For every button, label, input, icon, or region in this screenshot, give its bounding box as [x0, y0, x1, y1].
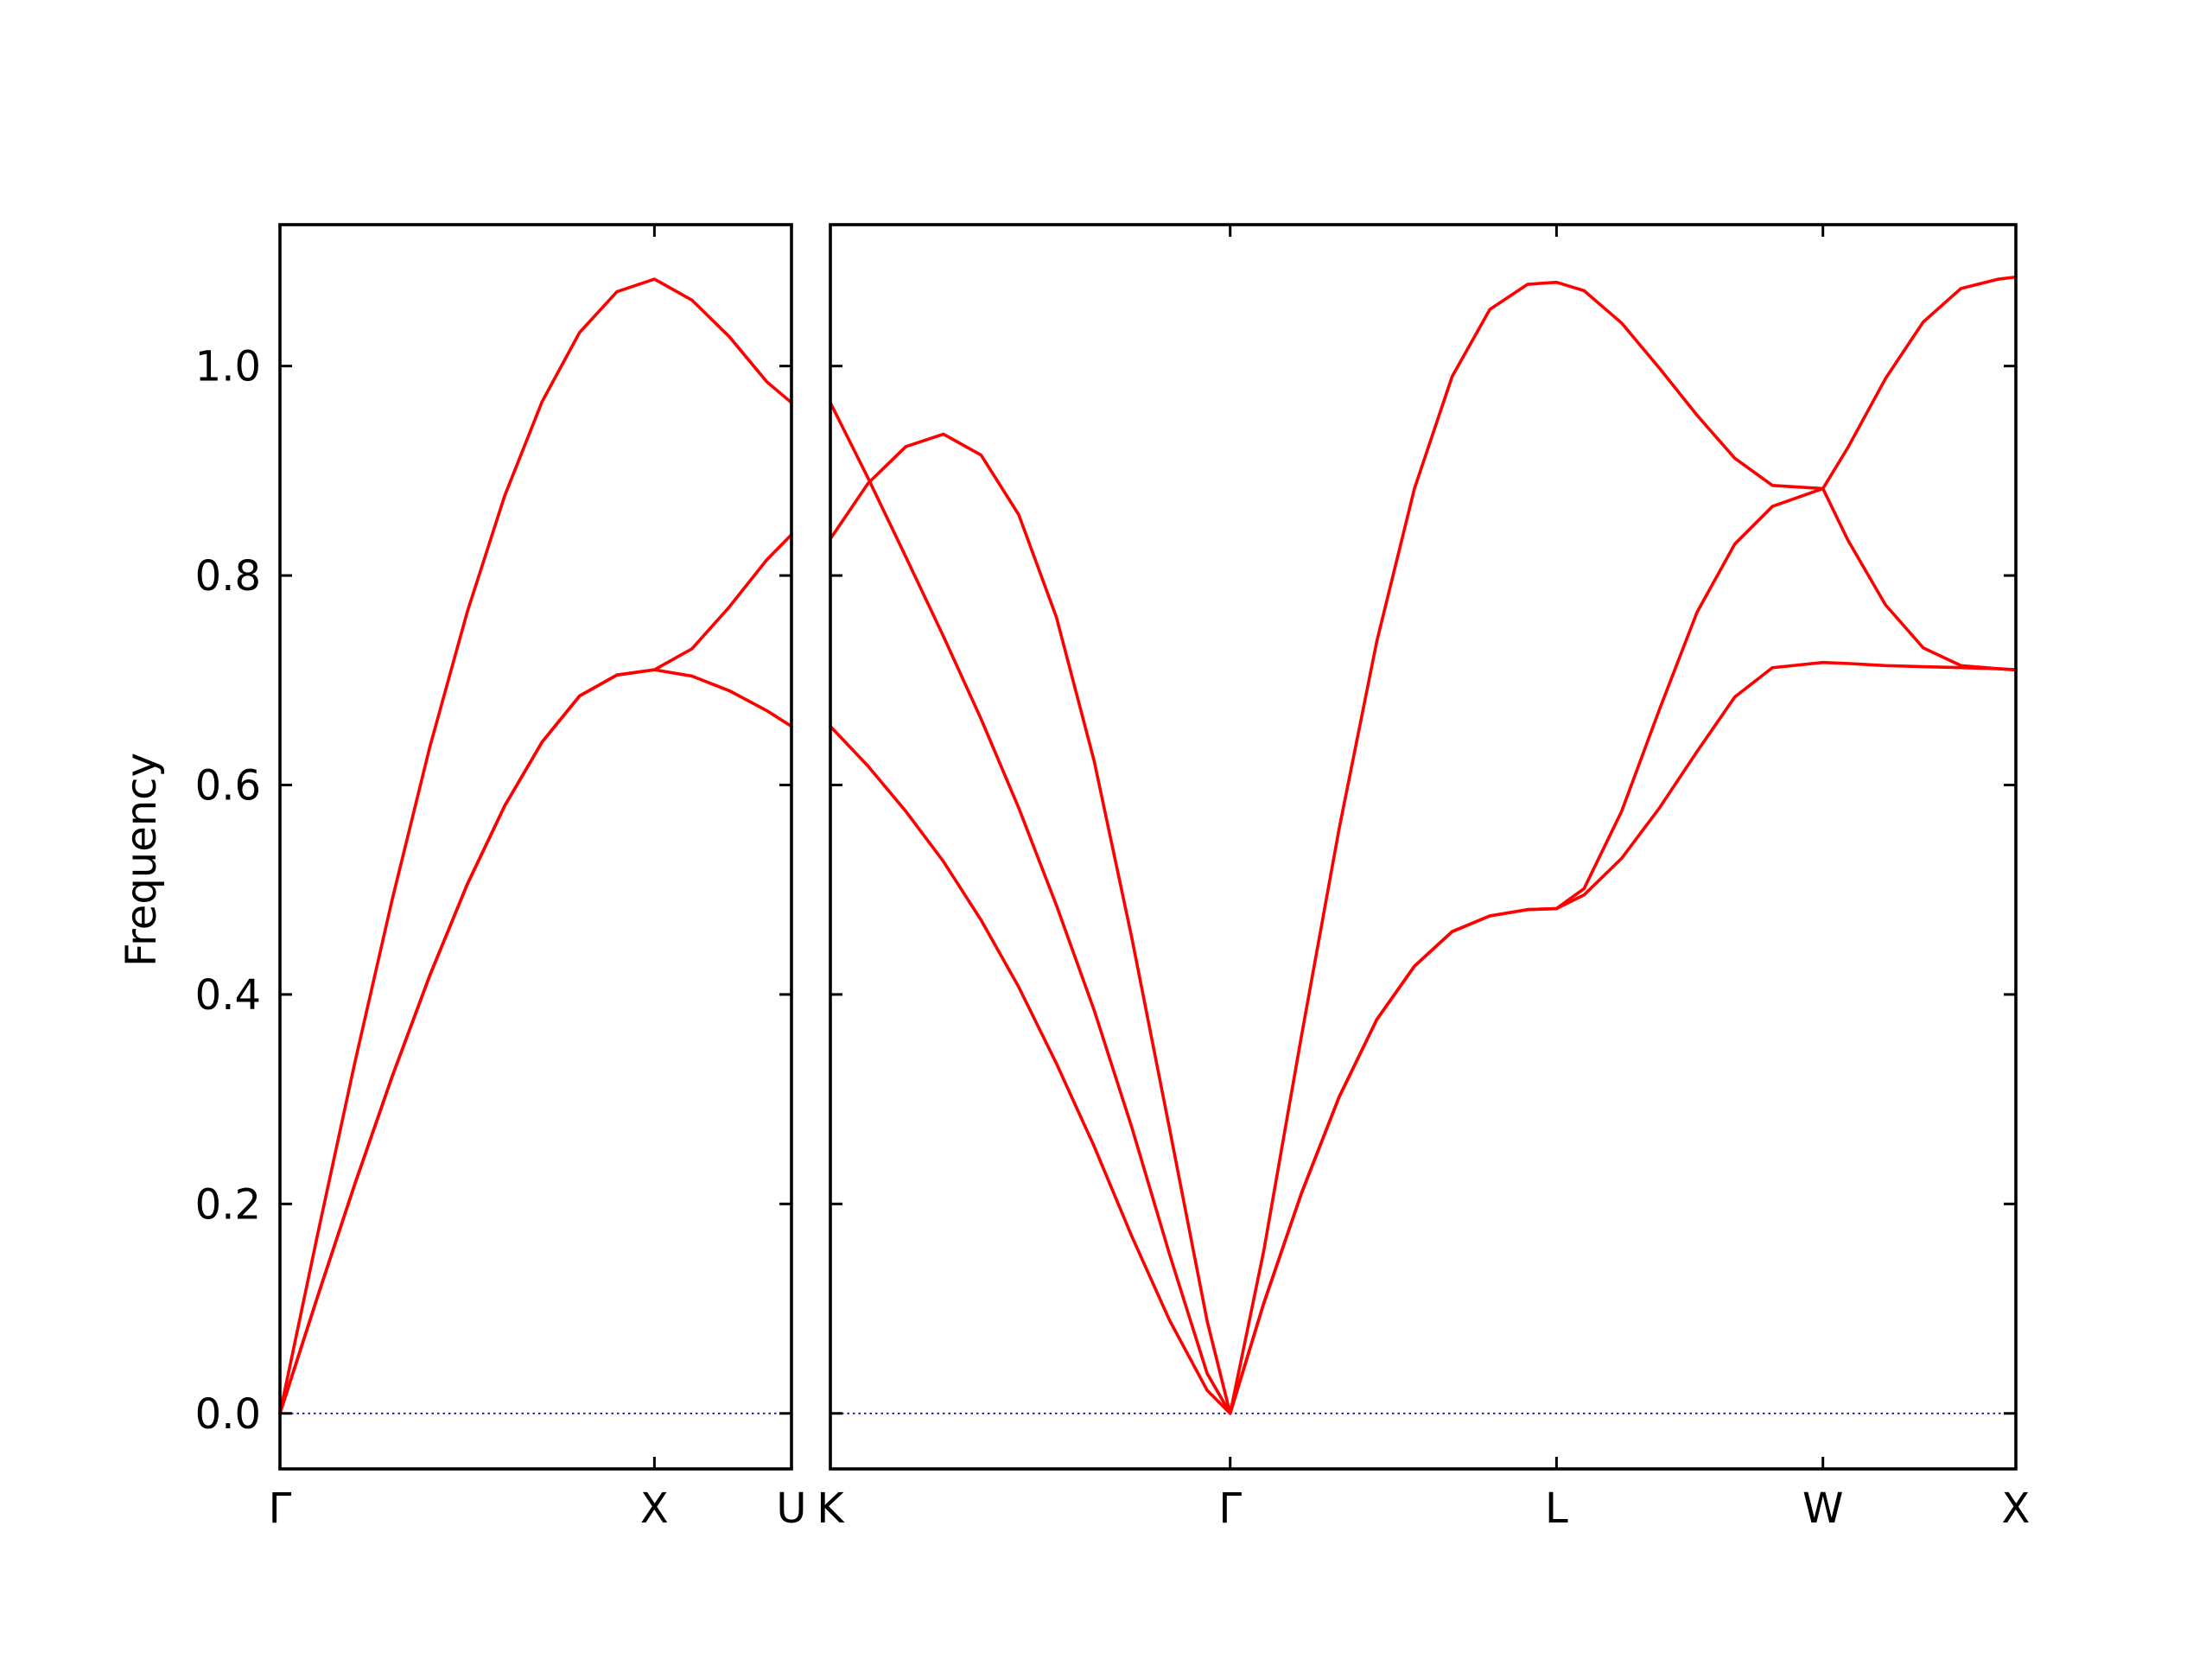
y-axis-label: Frequency — [118, 753, 166, 967]
y-tick-label: 0.8 — [195, 552, 261, 601]
x-tick-label: W — [1802, 1484, 1843, 1533]
x-tick-label: X — [640, 1484, 669, 1533]
x-tick-label: X — [2002, 1484, 2031, 1533]
y-tick-label: 0.0 — [195, 1390, 261, 1439]
x-tick-label: K — [817, 1484, 845, 1533]
y-tick-label: 1.0 — [195, 343, 261, 391]
band-line-1 — [278, 277, 793, 1415]
x-tick-label: Γ — [269, 1484, 292, 1533]
panel-left: 0.0 0.2 0.4 0.6 0.8 1.0 Γ X U — [195, 223, 807, 1533]
x-tick-label: U — [776, 1484, 806, 1533]
band-line-3 — [829, 660, 2018, 1415]
y-tick-label: 0.2 — [195, 1180, 261, 1229]
band-line-1 — [829, 275, 2018, 1415]
band-line-3 — [278, 532, 793, 1415]
x-tick-label: Γ — [1218, 1484, 1242, 1533]
panel-frame — [829, 223, 2018, 1471]
x-tick-label: L — [1545, 1484, 1568, 1533]
y-tick-label: 0.6 — [195, 761, 261, 810]
y-tick-label: 0.4 — [195, 971, 261, 1020]
panel-frame — [278, 223, 793, 1471]
